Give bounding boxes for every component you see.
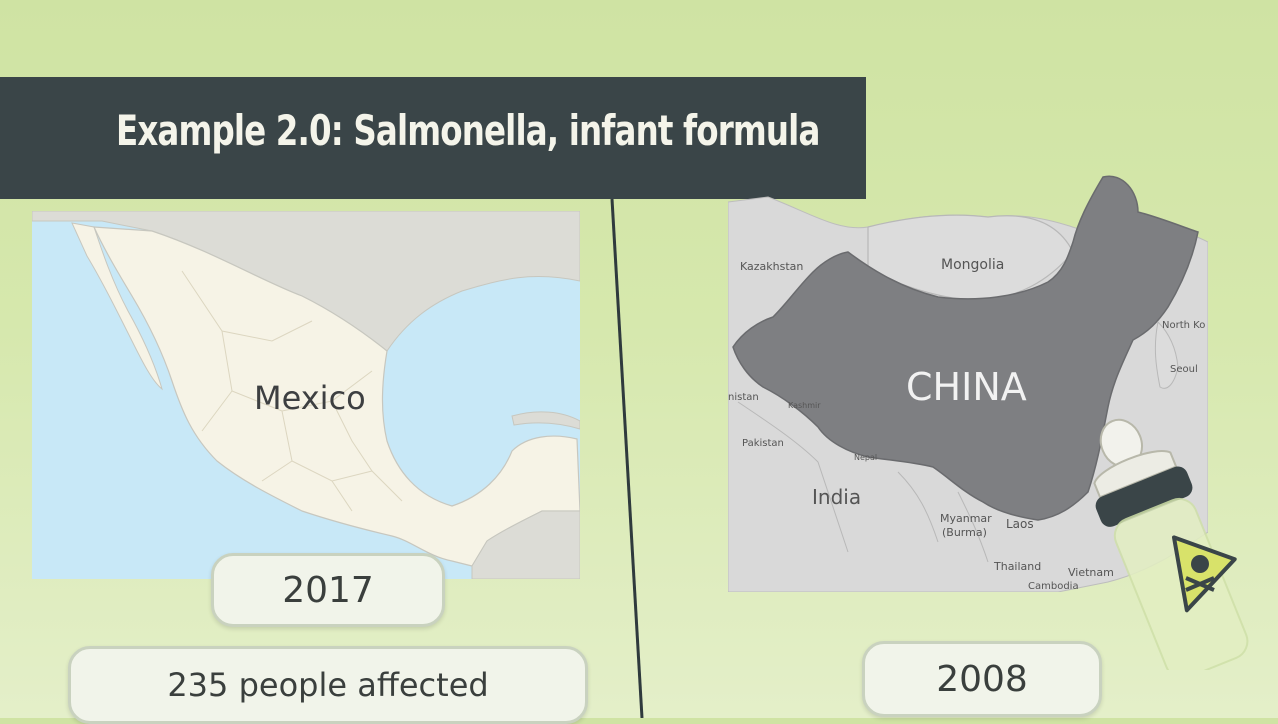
- seoul-label: Seoul: [1170, 364, 1198, 375]
- istan-label: nistan: [728, 392, 759, 403]
- mongolia-label: Mongolia: [941, 257, 1004, 273]
- laos-label: Laos: [1006, 517, 1034, 531]
- title-banner: [0, 77, 866, 199]
- china-label: CHINA: [906, 365, 1027, 409]
- north-korea-label: North Ko: [1162, 320, 1205, 331]
- cambodia-label: Cambodia: [1028, 581, 1079, 592]
- kashmir-label: Kashmir: [788, 401, 821, 410]
- vietnam-label: Vietnam: [1068, 566, 1114, 579]
- year-2008-label: 2008: [862, 641, 1102, 717]
- china-map: CHINA Kazakhstan Mongolia North Ko Seoul…: [728, 175, 1208, 592]
- kazakhstan-label: Kazakhstan: [740, 260, 803, 273]
- thailand-label: Thailand: [993, 560, 1041, 573]
- nepal-label: Nepal: [854, 453, 877, 462]
- mexico-label: Mexico: [254, 379, 366, 417]
- burma-label: (Burma): [942, 526, 987, 539]
- affected-count-label: 235 people affected: [68, 646, 588, 724]
- pakistan-label: Pakistan: [742, 438, 784, 449]
- myanmar-label: Myanmar: [940, 512, 992, 525]
- mexico-map: Mexico: [32, 211, 580, 579]
- skull-crossbones-icon: [1172, 535, 1237, 613]
- year-2017-label: 2017: [211, 553, 445, 627]
- page-title: Example 2.0: Salmonella, infant formula: [116, 106, 820, 155]
- india-label: India: [812, 485, 861, 509]
- baby-bottle-icon: [1093, 418, 1249, 670]
